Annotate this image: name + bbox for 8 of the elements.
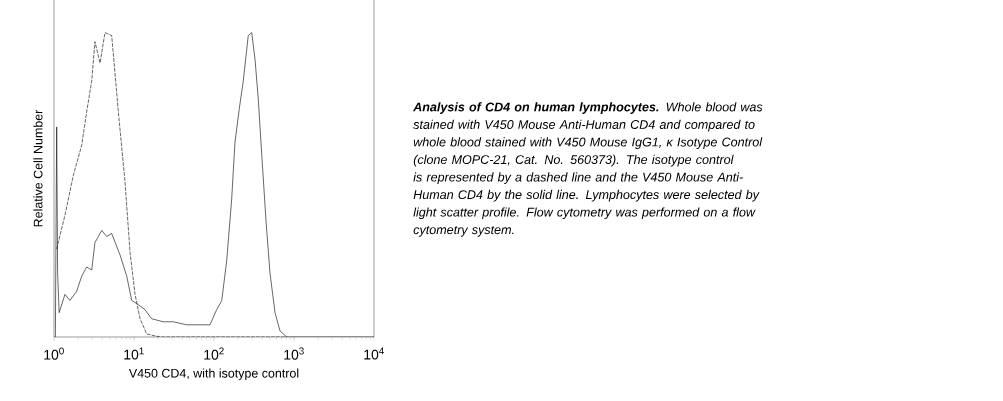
x-tick-label: 10$^{3}$ xyxy=(284,347,304,360)
x-tick-label: 10$^{4}$ xyxy=(364,347,384,360)
x-tick-label: 10$^{2}$ xyxy=(204,347,224,360)
x-tick-label: 10$^{1}$ xyxy=(124,347,144,360)
x-axis-title: V450 CD4, with isotype control xyxy=(128,368,299,381)
y-axis-title: Relative Cell Number xyxy=(33,109,43,227)
x-tick-label: 10$^{0}$ xyxy=(44,347,64,360)
text: Analysis of CD4 on human lymphocytes. Whole blood was stained with V450 Mouse Anti-Human CD4 and compared to whole blood stained with V450 Mouse IgG1, κ Isotype Control (clone MOPC-21, Cat. No. 560373). The isotype control is represented by a dashed line and the V450 Mouse Anti-Human CD4 by the solid line. Lymphocytes were selected by light scatter profile. Flow cytometry was performed on a flow cytometry system. xyxy=(412,102,763,237)
